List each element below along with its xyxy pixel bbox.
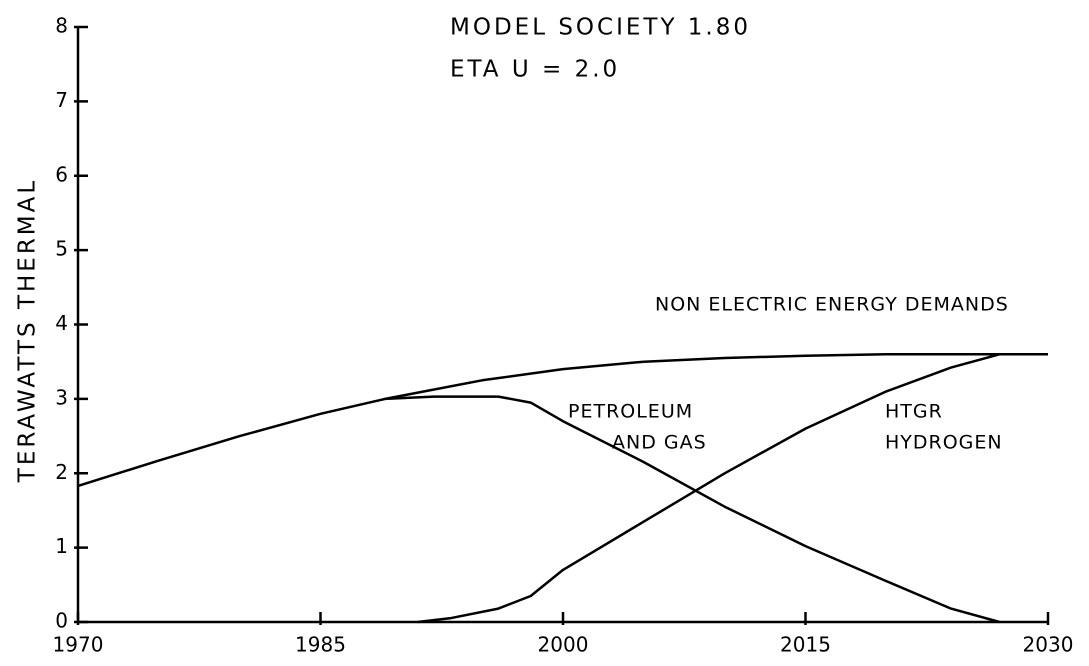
series-label: PETROLEUM xyxy=(568,401,693,423)
series-line xyxy=(417,353,1000,624)
x-tick-label: 1985 xyxy=(295,633,346,657)
y-tick-label: 3 xyxy=(55,385,68,409)
series-label: AND GAS xyxy=(612,432,707,454)
chart-title: MODEL SOCIETY 1.80 xyxy=(450,15,751,41)
y-tick-label: 4 xyxy=(55,311,68,335)
y-tick-label: 0 xyxy=(55,609,68,633)
chart-subtitle: ETA U = 2.0 xyxy=(450,57,620,83)
y-tick-label: 8 xyxy=(55,14,68,38)
y-tick-label: 7 xyxy=(55,88,68,112)
x-tick-label: 2000 xyxy=(538,633,589,657)
series-line xyxy=(385,395,1000,624)
series-label: NON ELECTRIC ENERGY DEMANDS xyxy=(655,294,1009,316)
y-tick-label: 6 xyxy=(55,162,68,186)
y-tick-label: 5 xyxy=(55,237,68,261)
series-line xyxy=(77,353,1048,488)
y-tick-label: 1 xyxy=(55,534,68,558)
y-axis-label: TERAWATTS THERMAL xyxy=(15,178,41,483)
x-tick-label: 1970 xyxy=(53,633,104,657)
x-tick-label: 2015 xyxy=(780,633,831,657)
series-label: HYDROGEN xyxy=(885,432,1003,454)
y-tick-label: 2 xyxy=(55,460,68,484)
series-label: HTGR xyxy=(885,401,943,423)
x-tick-label: 2030 xyxy=(1023,633,1074,657)
